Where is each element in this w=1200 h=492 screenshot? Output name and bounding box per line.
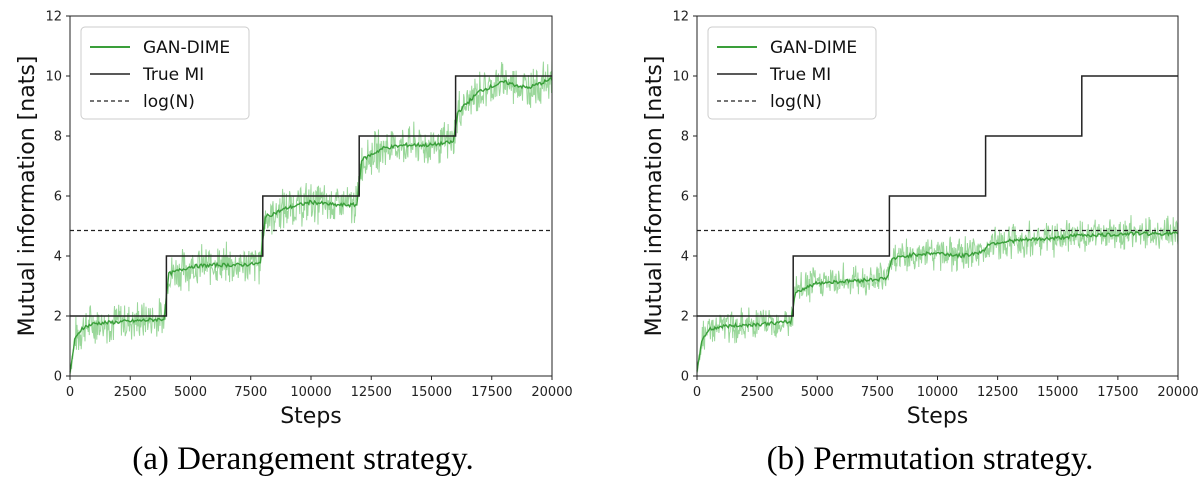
y-tick-label: 8 xyxy=(681,130,689,145)
x-tick-label: 7500 xyxy=(861,385,894,400)
legend-gan-dime-label: GAN-DIME xyxy=(770,38,857,58)
x-tick-label: 5000 xyxy=(174,385,207,400)
x-tick-label: 7500 xyxy=(234,385,267,400)
legend-gan-dime-label: GAN-DIME xyxy=(143,38,230,58)
y-tick-label: 0 xyxy=(54,370,62,385)
gan-dime-raw-line xyxy=(696,215,1179,373)
legend-true-mi-label: True MI xyxy=(142,65,204,85)
y-tick-label: 12 xyxy=(45,10,62,25)
x-tick-label: 0 xyxy=(66,385,74,400)
x-tick-label: 15000 xyxy=(1037,385,1078,400)
y-axis-label: Mutual information [nats] xyxy=(15,56,40,337)
figure-caption: (a) Derangement strategy. xyxy=(132,441,473,477)
x-tick-label: 10000 xyxy=(290,385,331,400)
chart-panel-2: 0 2 4 6 8 10 12 0 2500 5000 7500 10000 12500 15000 175… xyxy=(642,10,1199,478)
x-tick-label: 2500 xyxy=(741,385,774,400)
legend-true-mi-label: True MI xyxy=(769,65,831,85)
x-tick-label: 20000 xyxy=(1157,385,1198,400)
x-tick-label: 2500 xyxy=(114,385,147,400)
x-tick-label: 10000 xyxy=(917,385,958,400)
y-tick-label: 2 xyxy=(54,310,62,325)
gan-dime-raw-line xyxy=(70,58,553,374)
gan-dime-line xyxy=(69,76,553,373)
x-tick-label: 17500 xyxy=(1097,385,1138,400)
x-tick-label: 12500 xyxy=(977,385,1018,400)
y-axis-label: Mutual information [nats] xyxy=(642,56,667,337)
true-mi-line xyxy=(70,75,552,317)
legend-logn-label: log(N) xyxy=(770,92,822,112)
y-tick-label: 6 xyxy=(54,190,62,205)
y-tick-label: 10 xyxy=(672,70,689,85)
x-axis-label: Steps xyxy=(280,404,342,429)
gan-dime-line xyxy=(696,230,1179,372)
legend-logn-label: log(N) xyxy=(143,92,195,112)
y-tick-label: 10 xyxy=(45,70,62,85)
y-tick-label: 4 xyxy=(681,250,689,265)
legend-box xyxy=(707,26,877,120)
x-tick-label: 20000 xyxy=(531,385,572,400)
true-mi-line xyxy=(697,75,1178,317)
y-tick-label: 4 xyxy=(54,250,62,265)
chart-panel-1: 0 2 4 6 8 10 12 0 2500 5000 7500 10000 12500 15000 175… xyxy=(15,10,573,478)
x-axis-label: Steps xyxy=(907,404,969,429)
x-tick-label: 12500 xyxy=(351,385,392,400)
y-tick-label: 12 xyxy=(672,10,689,25)
legend-box xyxy=(80,26,250,120)
y-tick-label: 8 xyxy=(54,130,62,145)
figure-caption: (b) Permutation strategy. xyxy=(767,441,1094,477)
x-tick-label: 0 xyxy=(693,385,701,400)
y-tick-label: 6 xyxy=(681,190,689,205)
y-tick-label: 2 xyxy=(681,310,689,325)
y-tick-label: 0 xyxy=(681,370,689,385)
x-tick-label: 17500 xyxy=(471,385,512,400)
x-tick-label: 5000 xyxy=(801,385,834,400)
x-tick-label: 15000 xyxy=(411,385,452,400)
